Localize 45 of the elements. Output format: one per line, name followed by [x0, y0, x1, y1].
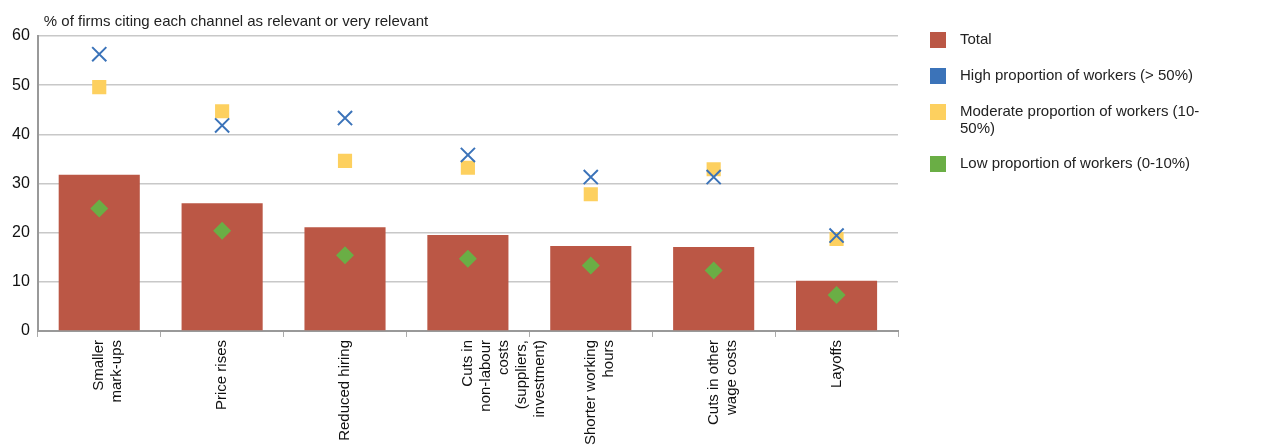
y-tick-label: 50: [12, 75, 30, 93]
bar: [181, 203, 263, 331]
legend-label: High proportion of workers (> 50%): [960, 66, 1194, 83]
point: [214, 117, 231, 134]
point: [336, 110, 354, 127]
x-tick-label: Price rises: [212, 339, 230, 410]
point: [583, 187, 598, 202]
point: [458, 249, 477, 268]
point: [336, 246, 355, 265]
x-tick-label: Reduced hiring: [335, 339, 353, 441]
point: [827, 286, 846, 305]
y-tick-label: 60: [12, 26, 30, 44]
point: [90, 199, 109, 218]
point: [91, 46, 108, 63]
y-axis-title: % of firms citing each channel as relevant or very relevant: [43, 12, 429, 29]
point: [460, 160, 475, 175]
point: [92, 80, 107, 95]
bar: [796, 280, 878, 331]
point: [704, 261, 723, 280]
legend-label: Low proportion of workers (0-10%): [960, 154, 1191, 171]
y-tick-label: 10: [12, 272, 30, 290]
x-tick-label: Cuts in other wage costs: [703, 339, 739, 425]
x-tick-label: Layoffs: [826, 339, 844, 389]
bar: [673, 246, 755, 331]
point: [828, 227, 845, 244]
legend-label: Total: [960, 30, 992, 47]
y-tick-label: 30: [12, 173, 30, 191]
point: [582, 169, 599, 186]
point: [337, 153, 353, 168]
legend-label: Moderate proportion of workers (10-50%): [960, 102, 1201, 136]
y-tick-label: 0: [20, 321, 30, 339]
point: [581, 256, 600, 275]
bar: [304, 227, 386, 331]
y-tick-label: 40: [12, 124, 30, 142]
x-tick-label: Cuts in non-labour costs (suppliers, investment): [458, 339, 548, 418]
y-tick-label: 20: [12, 223, 30, 241]
point: [459, 146, 476, 164]
bar: [550, 245, 632, 331]
point: [705, 169, 722, 186]
bar: [427, 235, 509, 331]
point: [215, 104, 230, 119]
x-tick-label: Smaller mark-ups: [89, 339, 125, 403]
bar: [58, 174, 140, 331]
point: [213, 221, 232, 240]
x-tick-label: Shorter working hours: [580, 339, 616, 445]
